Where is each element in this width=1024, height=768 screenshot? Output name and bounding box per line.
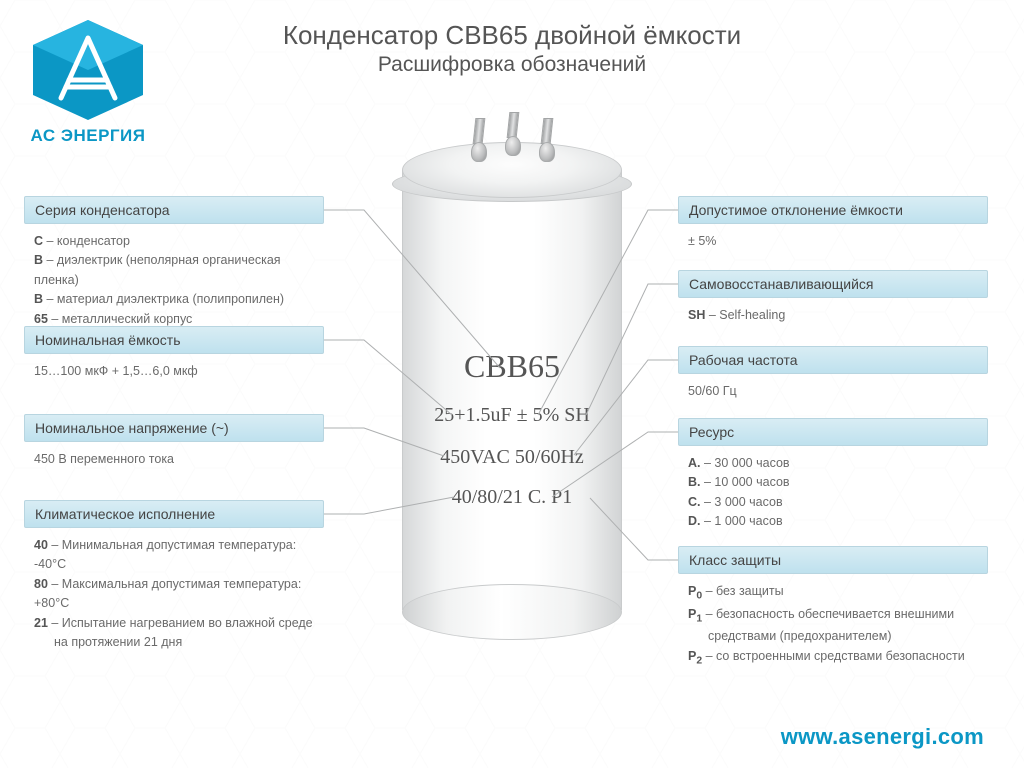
cap-label-model: CBB65 [404,348,620,385]
terminal-2 [496,112,530,156]
callout-life: РесурсA. – 30 000 часовB. – 10 000 часов… [678,418,988,532]
callout-header-capacitance: Номинальная ёмкость [24,326,324,354]
callout-body-series: C – конденсаторB – диэлектрик (неполярна… [24,224,324,329]
callout-body-sh: SH – Self-healing [678,298,988,325]
callout-header-life: Ресурс [678,418,988,446]
cap-label-voltage: 450VAC 50/60Hz [404,446,620,469]
capacitor-illustration: CBB65 25+1.5uF ± 5% SH 450VAC 50/60Hz 40… [392,120,632,640]
callout-header-series: Серия конденсатора [24,196,324,224]
brand-name: АС ЭНЕРГИЯ [28,126,148,146]
callout-body-tolerance: ± 5% [678,224,988,251]
callout-body-freq: 50/60 Гц [678,374,988,401]
callout-header-tolerance: Допустимое отклонение ёмкости [678,196,988,224]
callout-header-climate: Климатическое исполнение [24,500,324,528]
callout-capacitance: Номинальная ёмкость15…100 мкФ + 1,5…6,0 … [24,326,324,381]
callout-body-voltage: 450 В переменного тока [24,442,324,469]
callout-series: Серия конденсатораC – конденсаторB – диэ… [24,196,324,329]
callout-body-capacitance: 15…100 мкФ + 1,5…6,0 мкф [24,354,324,381]
capacitor-body [402,170,622,610]
callout-climate: Климатическое исполнение40 – Минимальная… [24,500,324,652]
callout-header-freq: Рабочая частота [678,346,988,374]
callout-body-protection: P0 – без защитыP1 – безопасность обеспеч… [678,574,988,669]
callout-header-sh: Самовосстанавливающийся [678,270,988,298]
page-subtitle: Расшифровка обозначений [0,53,1024,77]
terminal-3 [530,118,564,162]
callout-sh: СамовосстанавливающийсяSH – Self-healing [678,270,988,325]
website-url: www.asenergi.com [781,724,984,750]
callout-tolerance: Допустимое отклонение ёмкости± 5% [678,196,988,251]
title-block: Конденсатор CBB65 двойной ёмкости Расшиф… [0,20,1024,77]
callout-freq: Рабочая частота50/60 Гц [678,346,988,401]
callout-protection: Класс защитыP0 – без защитыP1 – безопасн… [678,546,988,669]
callout-body-climate: 40 – Минимальная допустимая температура:… [24,528,324,652]
logo-icon [33,20,143,120]
callout-body-life: A. – 30 000 часовB. – 10 000 часовC. – 3… [678,446,988,532]
cap-label-rating: 25+1.5uF ± 5% SH [404,404,620,427]
brand-logo: АС ЭНЕРГИЯ [28,20,148,170]
callout-header-voltage: Номинальное напряжение (~) [24,414,324,442]
terminal-1 [462,118,496,162]
callout-header-protection: Класс защиты [678,546,988,574]
page-title: Конденсатор CBB65 двойной ёмкости [0,20,1024,51]
callout-voltage: Номинальное напряжение (~)450 В переменн… [24,414,324,469]
cap-label-climate: 40/80/21 C. P1 [404,486,620,509]
capacitor-bottom [402,584,622,640]
